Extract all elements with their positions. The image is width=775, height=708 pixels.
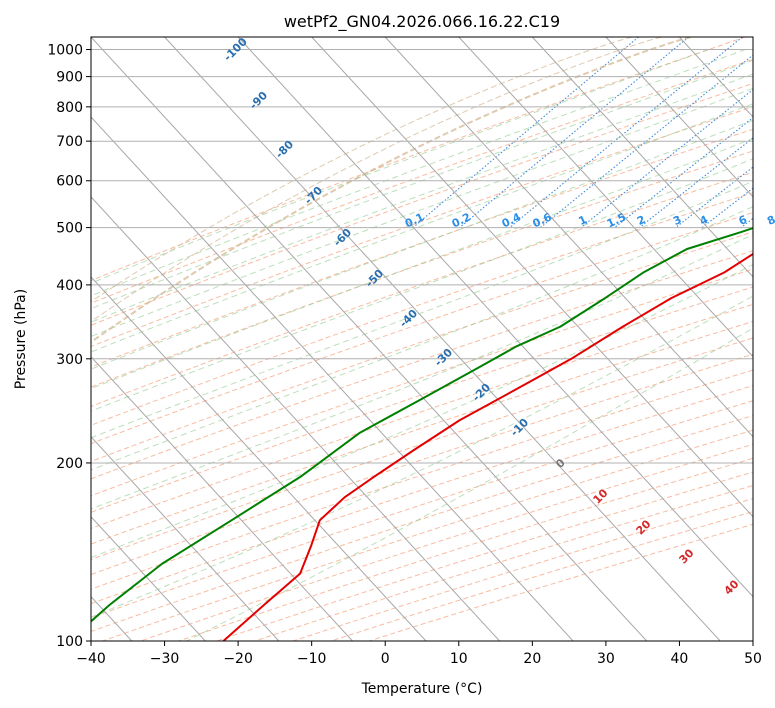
dry-adiabat (91, 369, 753, 590)
dewpoint-profile (91, 227, 753, 623)
x-tick-label: 10 (450, 651, 468, 667)
dry-adiabat (91, 106, 753, 348)
dry-adiabat (91, 385, 753, 605)
isotherm (91, 436, 280, 641)
dry-adiabat (91, 150, 753, 388)
dry-adiabat (91, 231, 753, 463)
isotherm (91, 516, 206, 641)
dry-adiabat (91, 250, 753, 480)
moist-adiabat (186, 327, 753, 641)
y-tick-label: 700 (56, 134, 83, 150)
moist-adiabat (91, 233, 753, 510)
mixing-ratio-label: 8 (765, 213, 775, 228)
y-tick-label: 500 (56, 221, 83, 237)
x-tick-label: 30 (597, 651, 615, 667)
moist-adiabat (91, 180, 753, 439)
y-tick-label: 300 (56, 352, 83, 368)
moist-adiabat (91, 87, 753, 338)
y-tick-label: 800 (56, 100, 83, 116)
x-tick-label: −40 (76, 651, 106, 667)
dry-adiabat (91, 303, 753, 529)
x-tick-label: 0 (381, 651, 390, 667)
x-axis-label: Temperature (°C) (361, 681, 483, 697)
y-axis-label: Pressure (hPa) (13, 289, 29, 389)
y-tick-label: 1000 (47, 43, 83, 59)
isotherm (164, 37, 721, 641)
y-tick-label: 100 (56, 634, 83, 650)
chart-title: wetPf2_GN04.2026.066.16.22.C19 (284, 12, 560, 32)
moist-adiabat (91, 49, 709, 284)
isotherm (458, 37, 753, 358)
mixing-ratio-line (412, 37, 639, 229)
y-tick-label: 400 (56, 278, 83, 294)
moist-adiabat (91, 49, 746, 297)
x-tick-label: −10 (297, 651, 327, 667)
isotherm (605, 37, 753, 198)
y-axis: 100 200 300 400 500 600 700 800 900 1000 (47, 43, 91, 650)
plot-frame (90, 36, 754, 642)
isotherm (237, 37, 753, 598)
mixing-ratio-line (639, 137, 753, 229)
dry-adiabat (91, 37, 746, 282)
dry-adiabat (91, 58, 753, 304)
x-tick-label: −20 (223, 651, 253, 667)
x-tick-label: 20 (523, 651, 541, 667)
moist-adiabat (91, 137, 753, 390)
y-tick-label: 200 (56, 456, 83, 472)
dry-adiabat (91, 337, 753, 561)
x-axis: −40 −30 −20 −10 0 10 20 30 40 50 (76, 641, 762, 667)
isotherm (91, 356, 353, 641)
ice-line (91, 37, 662, 323)
series-lines (91, 227, 753, 641)
moist-adiabat (91, 263, 753, 559)
y-tick-label: 900 (56, 70, 83, 86)
ice-line (91, 37, 633, 303)
isotherm (91, 276, 427, 641)
temperature-profile (222, 252, 753, 641)
isotherm (384, 37, 753, 438)
moist-adiabat (91, 158, 753, 412)
moist-adiabat (91, 206, 753, 471)
moist-adiabat (91, 73, 753, 323)
moist-adiabat (91, 59, 753, 310)
dry-adiabat (91, 212, 753, 445)
dry-adiabat (91, 192, 753, 426)
isotherm (531, 37, 753, 278)
dry-adiabat (91, 286, 753, 513)
moist-adiabat (91, 295, 753, 618)
isotherm (311, 37, 753, 518)
isotherm (91, 196, 500, 641)
y-tick-label: 600 (56, 174, 83, 190)
x-tick-label: 40 (671, 651, 689, 667)
grid-lines (91, 37, 753, 641)
dry-adiabat (91, 320, 753, 545)
x-tick-label: 50 (744, 651, 762, 667)
mixing-ratio-line (509, 37, 743, 229)
dry-adiabat (91, 171, 753, 407)
isotherm (91, 116, 574, 641)
dry-adiabat (91, 268, 753, 497)
x-tick-label: −30 (150, 651, 180, 667)
dry-adiabat (91, 353, 753, 576)
isotherm (91, 37, 648, 641)
